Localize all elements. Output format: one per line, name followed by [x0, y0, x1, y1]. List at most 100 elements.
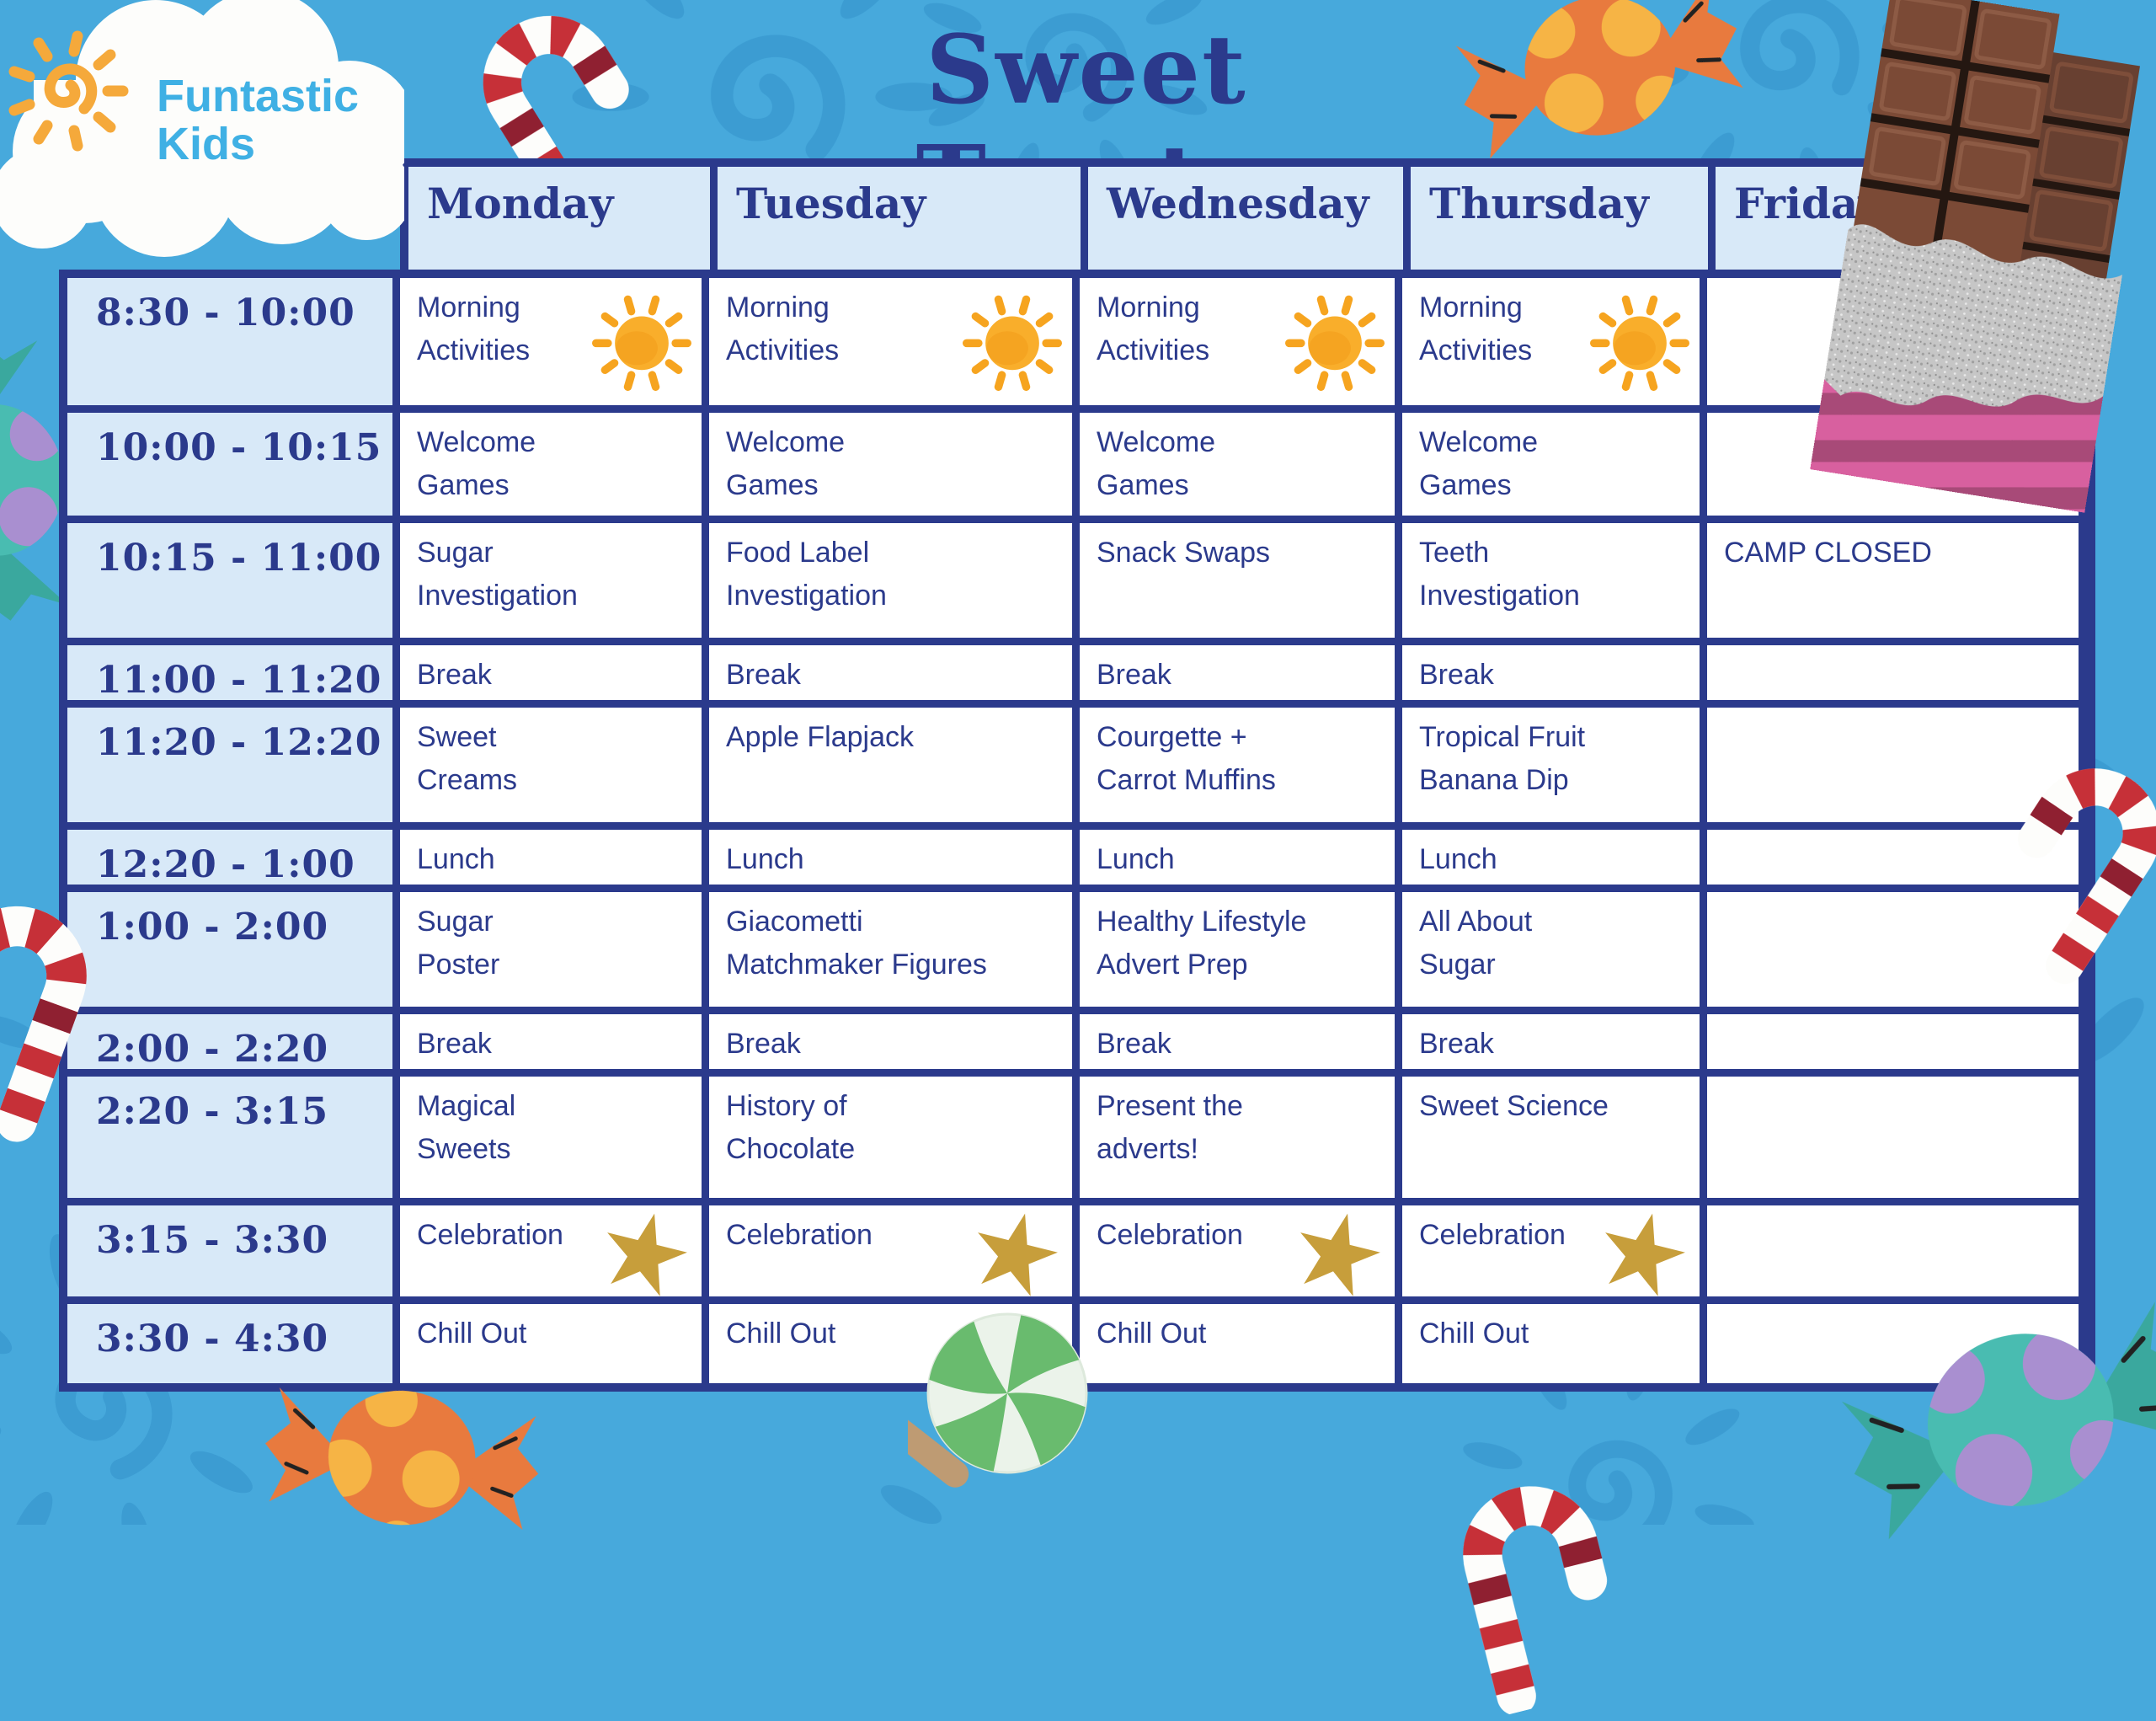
activity-label: Lunch — [417, 843, 495, 875]
activity-cell: Healthy Lifestyle Advert Prep — [1080, 892, 1395, 1007]
activity-cell: Lunch — [1080, 830, 1395, 885]
activity-label: Chill Out — [417, 1317, 527, 1350]
time-label: 3:15 - 3:30 — [96, 1219, 329, 1262]
star-icon — [1605, 1213, 1685, 1296]
activity-label: Teeth Investigation — [1419, 537, 1580, 612]
activity-label: Celebration — [1097, 1219, 1243, 1251]
time-cell: 8:30 - 10:00 — [67, 278, 392, 405]
activity-cell: Chill Out — [1080, 1304, 1395, 1383]
time-cell: 1:00 - 2:00 — [67, 892, 392, 1007]
activity-cell: Morning Activities — [709, 278, 1072, 405]
activity-cell — [1707, 1077, 2079, 1198]
activity-cell: Sugar Investigation — [400, 523, 702, 638]
day-header-row: Monday Tuesday Wednesday Thursday Friday — [400, 158, 2095, 278]
activity-cell: Sweet Science — [1402, 1077, 1700, 1198]
time-cell: 3:15 - 3:30 — [67, 1205, 392, 1296]
activity-label: All About Sugar — [1419, 906, 1533, 981]
lollipop-icon — [908, 1312, 1088, 1488]
activity-cell: Break — [709, 1014, 1072, 1069]
activity-cell: Tropical Fruit Banana Dip — [1402, 708, 1700, 822]
time-label: 1:00 - 2:00 — [96, 906, 329, 949]
time-label: 2:00 - 2:20 — [96, 1028, 329, 1071]
activity-label: Apple Flapjack — [726, 721, 915, 753]
activity-label: Tropical Fruit Banana Dip — [1419, 721, 1586, 796]
candy-cane-left-icon — [0, 906, 87, 1142]
activity-label: Morning Activities — [726, 291, 840, 366]
activity-label: Welcome Games — [417, 426, 536, 501]
activity-label: Welcome Games — [726, 426, 846, 501]
activity-cell — [1707, 830, 2079, 885]
time-label: 3:30 - 4:30 — [96, 1317, 329, 1360]
activity-label: Sugar Poster — [417, 906, 500, 981]
star-icon — [978, 1213, 1058, 1296]
activity-label: Lunch — [1097, 843, 1175, 875]
day-label: Monday — [427, 179, 614, 228]
activity-cell: Welcome Games — [1402, 413, 1700, 516]
activity-cell: Sweet Creams — [400, 708, 702, 822]
star-icon — [607, 1213, 687, 1296]
activity-cell: Break — [709, 645, 1072, 700]
time-label: 8:30 - 10:00 — [96, 291, 355, 334]
logo-text: Funtastic Kids — [157, 72, 359, 168]
logo-line2: Kids — [157, 119, 256, 169]
activity-label: Break — [1097, 1028, 1171, 1060]
activity-cell: Break — [1402, 645, 1700, 700]
activity-cell: Courgette + Carrot Muffins — [1080, 708, 1395, 822]
day-label: Wednesday — [1107, 179, 1369, 228]
activity-cell: Apple Flapjack — [709, 708, 1072, 822]
schedule-grid: 8:30 - 10:00 Morning Activities Morning Ac… — [59, 270, 2095, 1392]
time-cell: 10:15 - 11:00 — [67, 523, 392, 638]
time-cell: 2:00 - 2:20 — [67, 1014, 392, 1071]
day-header-tuesday: Tuesday — [718, 167, 1081, 278]
activity-label: Morning Activities — [1419, 291, 1533, 366]
activity-cell: Teeth Investigation — [1402, 523, 1700, 638]
activity-label: Snack Swaps — [1097, 537, 1270, 569]
day-label: Thursday — [1429, 179, 1649, 228]
activity-cell: Break — [400, 645, 702, 700]
activity-cell: Celebration — [1402, 1205, 1700, 1296]
activity-label: Break — [1419, 659, 1494, 691]
activity-cell — [1707, 1014, 2079, 1069]
time-cell: 11:20 - 12:20 — [67, 708, 392, 822]
activity-label: Healthy Lifestyle Advert Prep — [1097, 906, 1307, 981]
activity-cell: Break — [1080, 645, 1395, 700]
activity-label: Celebration — [1419, 1219, 1566, 1251]
activity-cell: Celebration — [709, 1205, 1072, 1296]
time-cell: 12:20 - 1:00 — [67, 830, 392, 886]
activity-cell: Morning Activities — [1402, 278, 1700, 405]
activity-cell: History of Chocolate — [709, 1077, 1072, 1198]
activity-cell — [1707, 892, 2079, 1007]
activity-cell — [1707, 645, 2079, 700]
time-label: 12:20 - 1:00 — [96, 843, 355, 886]
time-label: 10:00 - 10:15 — [96, 426, 382, 469]
activity-label: Chill Out — [726, 1317, 836, 1350]
activity-label: Celebration — [417, 1219, 563, 1251]
activity-cell: Giacometti Matchmaker Figures — [709, 892, 1072, 1007]
time-label: 11:20 - 12:20 — [96, 721, 382, 764]
activity-label: Welcome Games — [1419, 426, 1539, 501]
teal-candy-bottom-icon — [1841, 1301, 2156, 1540]
activity-label: History of Chocolate — [726, 1090, 856, 1165]
activity-label: Courgette + Carrot Muffins — [1097, 721, 1276, 796]
activity-cell: Food Label Investigation — [709, 523, 1072, 638]
activity-cell: Sugar Poster — [400, 892, 702, 1007]
sun-icon — [963, 295, 1062, 391]
activity-cell: Welcome Games — [400, 413, 702, 516]
activity-label: Break — [1097, 659, 1171, 691]
day-header-thursday: Thursday — [1411, 167, 1708, 278]
activity-cell: Magical Sweets — [400, 1077, 702, 1198]
orange-candy-top-icon — [1455, 0, 1743, 159]
activity-cell: Celebration — [400, 1205, 702, 1296]
activity-label: Welcome Games — [1097, 426, 1216, 501]
time-cell: 3:30 - 4:30 — [67, 1304, 392, 1383]
chocolate-bar-icon — [1810, 0, 2140, 513]
activity-label: Magical Sweets — [417, 1090, 516, 1165]
candy-cane-right-icon — [2017, 768, 2156, 985]
teal-candy-left-icon — [0, 339, 68, 621]
activity-cell: Lunch — [400, 830, 702, 885]
sun-icon — [1285, 295, 1385, 391]
activity-label: Break — [1419, 1028, 1494, 1060]
activity-label: Break — [726, 659, 801, 691]
candy-cane-top-icon — [483, 15, 629, 238]
